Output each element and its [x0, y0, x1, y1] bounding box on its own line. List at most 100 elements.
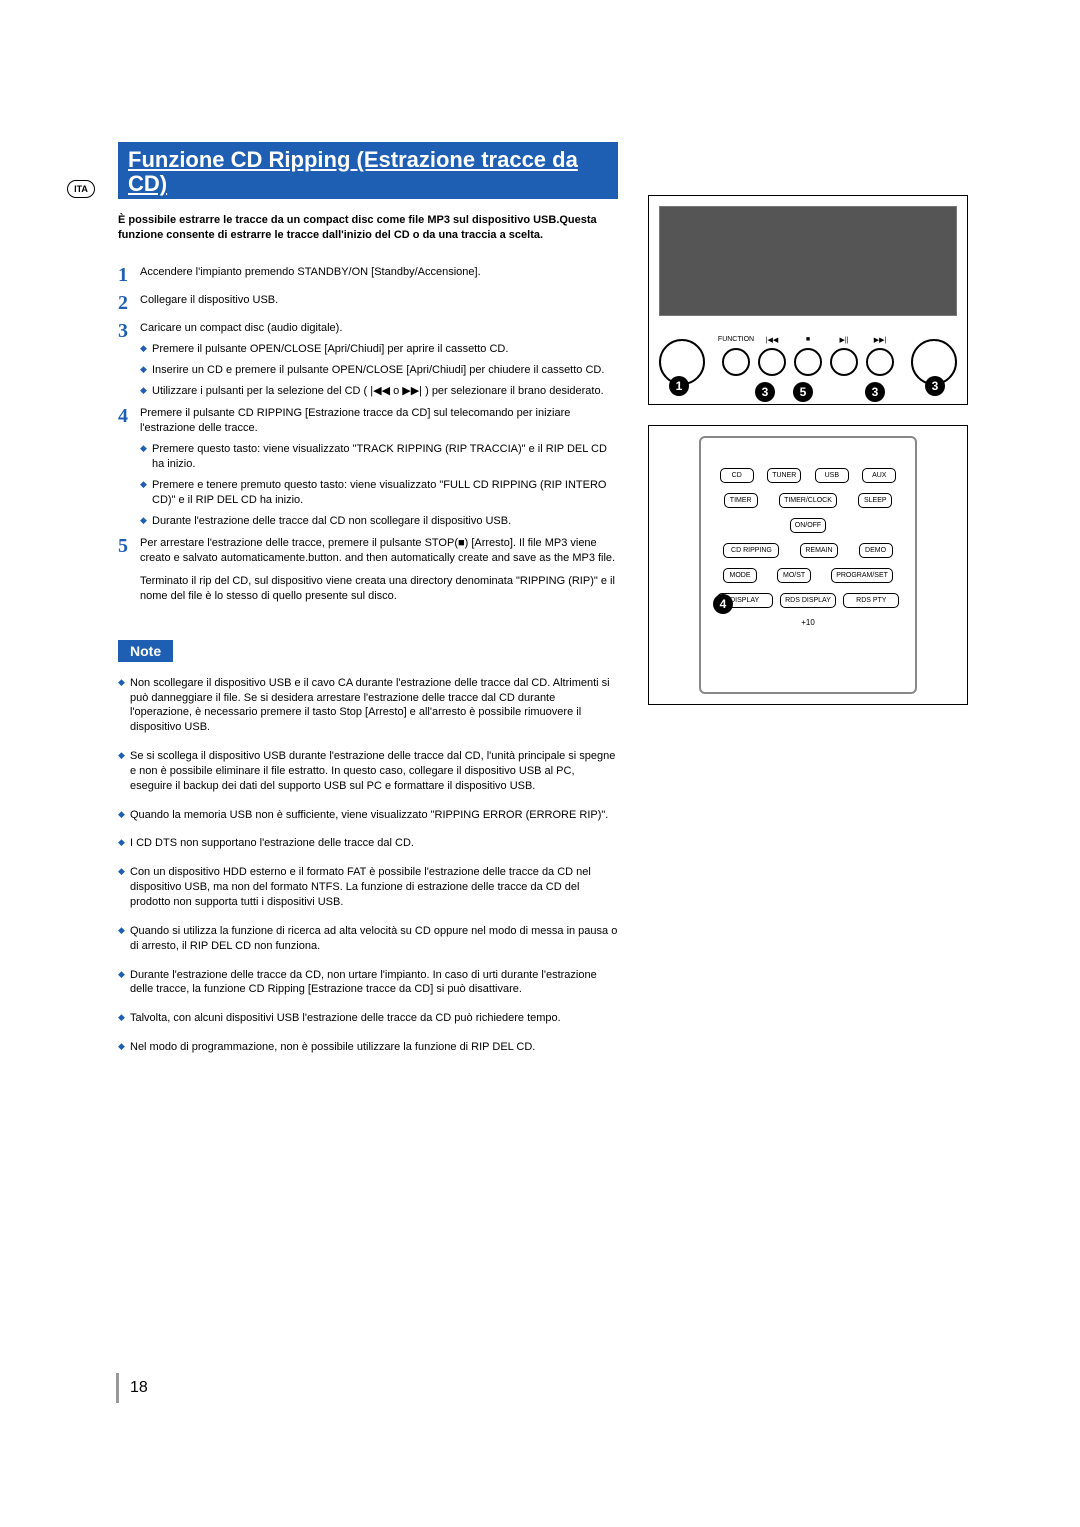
next-icon: ▶▶| [874, 336, 887, 344]
callout-5: 3 [925, 376, 945, 396]
prev-icon: |◀◀ [766, 336, 779, 344]
play-pause-icon: ▶|| [839, 336, 848, 344]
step-sub-text: Durante l'estrazione delle tracce dal CD… [152, 514, 618, 529]
bullet-icon: ◆ [118, 749, 130, 794]
page-title: Funzione CD Ripping (Estrazione tracce d… [118, 142, 618, 199]
remote-button: USB [815, 468, 849, 483]
remote-button: MODE [723, 568, 757, 583]
remote-body: CD TUNER USB AUX TIMER TIMER/CLOCK SLEEP ON/OFF… [699, 436, 917, 694]
note-text: Con un dispositivo HDD esterno e il form… [130, 865, 618, 910]
note-text: Non scollegare il dispositivo USB e il c… [130, 676, 618, 735]
note-item: ◆Se si scollega il dispositivo USB duran… [118, 749, 618, 794]
intro-text: È possibile estrarre le tracce da un com… [118, 213, 618, 243]
step-number: 4 [118, 406, 140, 426]
step-body: Accendere l'impianto premendo STANDBY/ON… [140, 265, 618, 280]
bullet-icon: ◆ [140, 363, 152, 378]
step-sub-text: Inserire un CD e premere il pulsante OPE… [152, 363, 618, 378]
language-badge: ITA [67, 180, 95, 198]
bullet-icon: ◆ [118, 1011, 130, 1026]
callout-3: 5 [793, 382, 813, 402]
remote-button: PROGRAM/SET [831, 568, 893, 583]
note-item: ◆ Nel modo di programmazione, non è poss… [118, 1040, 618, 1055]
callout-4: 3 [865, 382, 885, 402]
remote-button: MO/ST [777, 568, 811, 583]
remote-button: TIMER/CLOCK [779, 493, 837, 508]
remote-button: RDS PTY [843, 593, 899, 608]
note-item: ◆Talvolta, con alcuni dispositivi USB l'… [118, 1011, 618, 1026]
function-label: FUNCTION [718, 336, 754, 343]
callout-1: 1 [669, 376, 689, 396]
callout-2: 3 [755, 382, 775, 402]
notes-list: ◆Non scollegare il dispositivo USB e il … [118, 676, 618, 1055]
bullet-icon: ◆ [118, 924, 130, 954]
step-number: 2 [118, 293, 140, 313]
note-item: ◆I CD DTS non supportano l'estrazione de… [118, 836, 618, 851]
step-sub-text: Premere questo tasto: viene visualizzato… [152, 442, 618, 472]
note-text: Durante l'estrazione delle tracce da CD,… [130, 968, 618, 998]
remote-row: TIMER TIMER/CLOCK SLEEP [713, 493, 903, 508]
step-sub: ◆Utilizzare i pulsanti per la selezione … [140, 384, 618, 399]
device-panel-figure: FUNCTION |◀◀ ■ ▶|| ▶▶| 1 3 5 3 3 [648, 195, 968, 405]
play-pause-button: ▶|| [830, 348, 858, 376]
note-text: Quando la memoria USB non è sufficiente,… [130, 808, 618, 823]
step-text: Premere il pulsante CD RIPPING [Estrazio… [140, 406, 618, 436]
step-sub-text: Utilizzare i pulsanti per la selezione d… [152, 384, 618, 399]
step-body: Premere il pulsante CD RIPPING [Estrazio… [140, 406, 618, 528]
note-text: Quando si utilizza la funzione di ricerc… [130, 924, 618, 954]
bullet-icon: ◆ [140, 442, 152, 472]
step-sub-text: Premere e tenere premuto questo tasto: v… [152, 478, 618, 508]
bullet-icon: ◆ [118, 968, 130, 998]
next-button: ▶▶| [866, 348, 894, 376]
step-sub-text: Premere il pulsante OPEN/CLOSE [Apri/Chi… [152, 342, 618, 357]
step: 2Collegare il dispositivo USB. [118, 293, 618, 313]
note-item: ◆Durante l'estrazione delle tracce da CD… [118, 968, 618, 998]
plus10-label: +10 [713, 618, 903, 627]
step: 5Per arrestare l'estrazione delle tracce… [118, 536, 618, 603]
remote-button: TUNER [767, 468, 801, 483]
note-item: ◆Con un dispositivo HDD esterno e il for… [118, 865, 618, 910]
remote-figure: CD TUNER USB AUX TIMER TIMER/CLOCK SLEEP ON/OFF… [648, 425, 968, 705]
note-text: Se si scollega il dispositivo USB durant… [130, 749, 618, 794]
stop-icon: ■ [806, 336, 810, 343]
step-text: Collegare il dispositivo USB. [140, 293, 618, 308]
remote-button: SLEEP [858, 493, 892, 508]
step-number: 1 [118, 265, 140, 285]
bullet-icon: ◆ [140, 514, 152, 529]
note-heading: Note [118, 640, 173, 662]
remote-button: CD [720, 468, 754, 483]
transport-buttons: FUNCTION |◀◀ ■ ▶|| ▶▶| [722, 348, 894, 376]
remote-button: REMAIN [800, 543, 837, 558]
remote-button: AUX [862, 468, 896, 483]
note-item: ◆Non scollegare il dispositivo USB e il … [118, 676, 618, 735]
step-extra: Terminato il rip del CD, sul dispositivo… [140, 574, 618, 604]
step: 4Premere il pulsante CD RIPPING [Estrazi… [118, 406, 618, 528]
bullet-icon: ◆ [118, 836, 130, 851]
remote-row: ON/OFF [713, 518, 903, 533]
step-sub: ◆Premere questo tasto: viene visualizzat… [140, 442, 618, 472]
prev-button: |◀◀ [758, 348, 786, 376]
step-number: 5 [118, 536, 140, 556]
step-body: Per arrestare l'estrazione delle tracce,… [140, 536, 618, 603]
bullet-icon: ◆ [118, 808, 130, 823]
bullet-icon: ◆ [118, 865, 130, 910]
step-sub: ◆Premere e tenere premuto questo tasto: … [140, 478, 618, 508]
bullet-icon: ◆ [140, 384, 152, 399]
remote-button: DEMO [859, 543, 893, 558]
note-item: ◆Quando si utilizza la funzione di ricer… [118, 924, 618, 954]
step: 1Accendere l'impianto premendo STANDBY/O… [118, 265, 618, 285]
note-text: Talvolta, con alcuni dispositivi USB l'e… [130, 1011, 618, 1026]
remote-row: MODE MO/ST PROGRAM/SET [713, 568, 903, 583]
step-sub: ◆Premere il pulsante OPEN/CLOSE [Apri/Ch… [140, 342, 618, 357]
bullet-icon: ◆ [140, 478, 152, 508]
step-body: Caricare un compact disc (audio digitale… [140, 321, 618, 398]
note-text: I CD DTS non supportano l'estrazione del… [130, 836, 618, 851]
steps-list: 1Accendere l'impianto premendo STANDBY/O… [118, 265, 618, 604]
step-body: Collegare il dispositivo USB. [140, 293, 618, 308]
remote-button: ON/OFF [790, 518, 826, 533]
step-number: 3 [118, 321, 140, 341]
step: 3Caricare un compact disc (audio digital… [118, 321, 618, 398]
step-text: Caricare un compact disc (audio digitale… [140, 321, 618, 336]
stop-button: ■ [794, 348, 822, 376]
note-item: ◆Quando la memoria USB non è sufficiente… [118, 808, 618, 823]
remote-button: TIMER [724, 493, 758, 508]
